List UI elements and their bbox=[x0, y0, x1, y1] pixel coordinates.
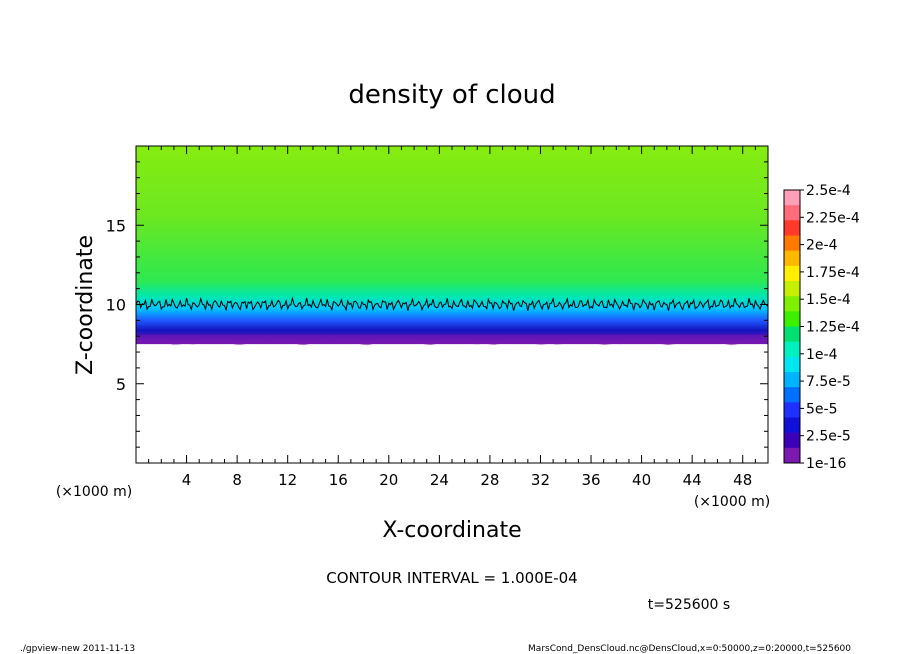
cloud-base bbox=[136, 334, 768, 346]
x-tick-label: 36 bbox=[581, 471, 600, 489]
colorbar-label: 1.25e-4 bbox=[806, 320, 860, 336]
colorbar-label: 5e-5 bbox=[806, 401, 837, 417]
colorbar: 2.5e-4 2.25e-4 2e-4 1.75e-4 1.5e-4 1.25e-4 1e-… bbox=[783, 183, 860, 472]
colorbar-swatch bbox=[784, 296, 800, 312]
footer-left: ./gpview-new 2011-11-13 bbox=[20, 644, 135, 654]
colorbar-swatch bbox=[784, 220, 800, 236]
colorbar-swatch bbox=[784, 387, 800, 403]
y-axis: 5 10 15 bbox=[106, 161, 768, 448]
colorbar-swatch bbox=[784, 265, 800, 282]
colorbar-swatch bbox=[784, 235, 800, 251]
colorbar-label: 1.75e-4 bbox=[806, 265, 860, 281]
colorbar-label: 2.5e-5 bbox=[806, 429, 851, 445]
x-tick-label: 12 bbox=[278, 471, 297, 489]
x-tick-label: 32 bbox=[531, 471, 550, 489]
x-tick-label: 8 bbox=[232, 471, 242, 489]
y-tick-label: 10 bbox=[106, 296, 126, 315]
colorbar-swatch bbox=[784, 417, 800, 433]
colorbar-label: 1e-4 bbox=[806, 347, 838, 363]
x-tick-label: 28 bbox=[480, 471, 499, 489]
colorbar-label: 2.5e-4 bbox=[806, 183, 851, 199]
colorbar-swatch bbox=[784, 372, 800, 388]
colorbar-swatch bbox=[784, 341, 800, 358]
colorbar-swatch bbox=[784, 281, 800, 297]
colorbar-swatch bbox=[784, 432, 800, 449]
cloud-density-field bbox=[136, 146, 768, 346]
x-tick-label: 24 bbox=[430, 471, 449, 489]
colorbar-swatch bbox=[784, 205, 800, 221]
x-tick-label: 44 bbox=[683, 471, 702, 489]
x-tick-label: 4 bbox=[182, 471, 192, 489]
colorbar-swatch bbox=[784, 356, 800, 373]
colorbar-swatch bbox=[784, 250, 800, 267]
colorbar-swatch bbox=[784, 311, 800, 327]
y-tick-label: 5 bbox=[116, 375, 126, 394]
colorbar-swatch bbox=[784, 402, 800, 418]
time-stamp: t=525600 s bbox=[648, 597, 730, 613]
cloud-layer bbox=[136, 146, 768, 345]
footer-right: MarsCond_DensCloud.nc@DensCloud,x=0:5000… bbox=[528, 644, 851, 654]
colorbar-swatch bbox=[784, 326, 800, 342]
y-tick-label: 15 bbox=[106, 216, 126, 235]
x-tick-label: 48 bbox=[733, 471, 752, 489]
colorbar-swatch bbox=[784, 447, 800, 464]
colorbar-swatch bbox=[784, 190, 800, 206]
colorbar-label: 7.5e-5 bbox=[806, 374, 851, 390]
colorbar-label: 1e-16 bbox=[806, 456, 846, 472]
contour-line bbox=[135, 296, 769, 312]
y-axis-label: Z-coordinate bbox=[73, 235, 98, 375]
colorbar-label: 2e-4 bbox=[806, 238, 838, 254]
x-axis: 4 8 12 16 20 24 28 32 36 40 44 48 bbox=[148, 146, 756, 489]
x-axis-label: X-coordinate bbox=[382, 518, 521, 543]
x-unit-label: (×1000 m) bbox=[694, 494, 770, 510]
y-unit-label: (×1000 m) bbox=[56, 484, 132, 500]
chart-title: density of cloud bbox=[348, 80, 555, 110]
x-tick-label: 40 bbox=[632, 471, 651, 489]
colorbar-label: 2.25e-4 bbox=[806, 210, 860, 226]
contour-interval-text: CONTOUR INTERVAL = 1.000E-04 bbox=[326, 569, 577, 587]
x-tick-label: 20 bbox=[379, 471, 398, 489]
colorbar-label: 1.5e-4 bbox=[806, 292, 851, 308]
x-tick-label: 16 bbox=[329, 471, 348, 489]
